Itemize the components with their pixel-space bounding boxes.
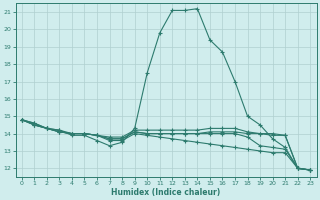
X-axis label: Humidex (Indice chaleur): Humidex (Indice chaleur)	[111, 188, 221, 197]
